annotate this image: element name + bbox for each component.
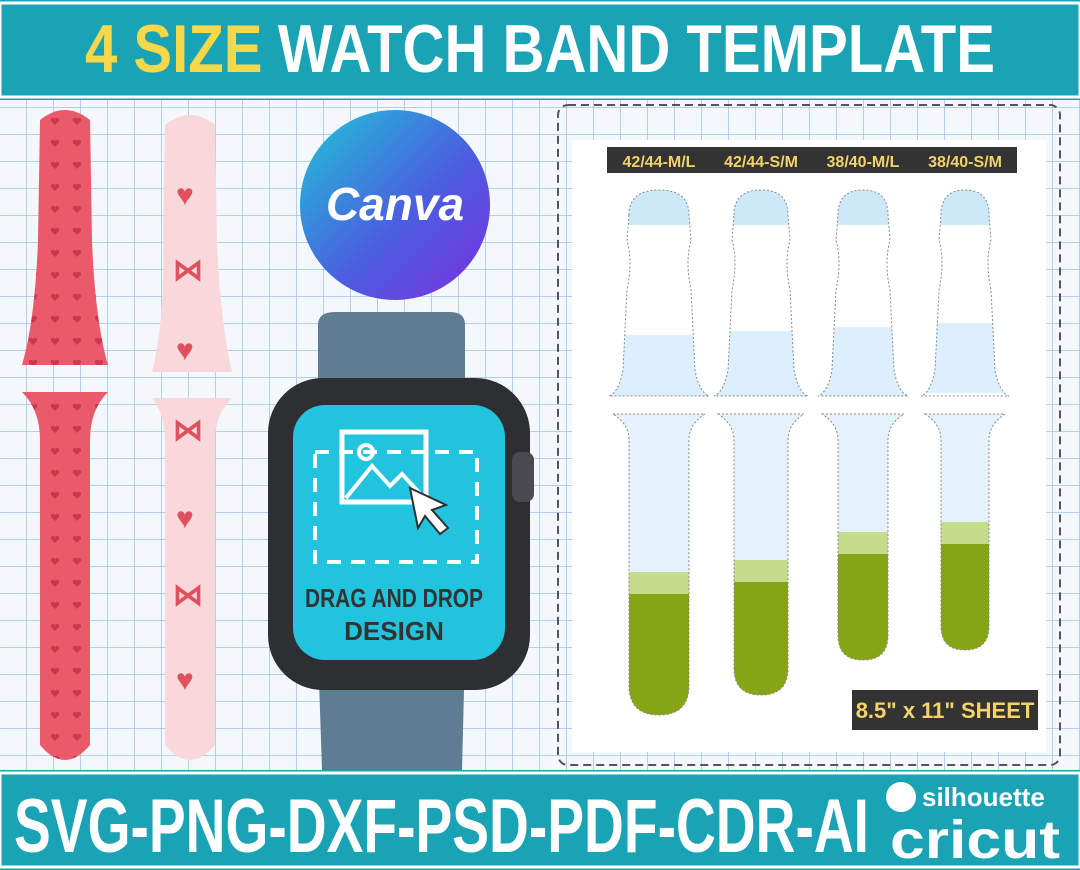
paper-size: 8.5" x 11" SHEET	[856, 698, 1035, 723]
band-lower	[714, 331, 808, 396]
pink-band: ♥ ♥ ♥ ♥ ⋈ ⋈ ⋈	[152, 115, 232, 760]
band-top-outline	[817, 189, 909, 397]
size-badge	[709, 147, 813, 173]
svg-text:♥: ♥	[176, 502, 194, 535]
band-top-outline	[608, 189, 710, 397]
brand-silhouette: silhouette	[922, 782, 1045, 812]
band-bottom-outline	[820, 413, 906, 661]
canva-logo	[300, 110, 490, 300]
band-top-outline	[713, 189, 809, 397]
screen-text-2: DESIGN	[344, 616, 444, 646]
title-highlight: 4 SIZE	[85, 11, 262, 87]
svg-text:♥: ♥	[176, 664, 194, 697]
silhouette-icon	[886, 782, 916, 812]
band-bottom-outline	[923, 413, 1007, 651]
red-band	[22, 110, 108, 760]
file-formats: SVG-PNG-DXF-PSD-PDF-CDR-AI	[14, 784, 869, 869]
size-badge	[811, 147, 915, 173]
band-lower	[609, 335, 709, 396]
svg-text:⋈: ⋈	[173, 579, 203, 612]
svg-text:♥: ♥	[176, 179, 194, 212]
screen-text-1: DRAG AND DROP	[305, 583, 483, 613]
sheet-frame	[557, 104, 1061, 766]
watch	[268, 312, 534, 770]
header-band	[0, 0, 1080, 100]
size-badge	[607, 147, 711, 173]
size-label: 42/44-M/L	[623, 154, 696, 171]
svg-text:⋈: ⋈	[173, 414, 203, 447]
paper-badge	[852, 690, 1038, 730]
band-bottom-outline	[716, 413, 806, 696]
header-border	[0, 1, 1080, 99]
brand-cricut: cricut	[890, 810, 1060, 870]
canva-text: Canva	[326, 178, 464, 230]
size-label: 38/40-M/L	[827, 154, 900, 171]
svg-text:⋈: ⋈	[173, 254, 203, 287]
size-label: 42/44-S/M	[724, 154, 798, 171]
size-label: 38/40-S/M	[928, 154, 1002, 171]
title-text: WATCH BAND TEMPLATE	[278, 11, 995, 87]
band-bottom-outline	[611, 413, 707, 716]
size-badge	[913, 147, 1017, 173]
header-title: 4 SIZEWATCH BAND TEMPLATE	[85, 11, 995, 87]
svg-text:♥: ♥	[176, 334, 194, 367]
footer-border	[0, 771, 1080, 869]
